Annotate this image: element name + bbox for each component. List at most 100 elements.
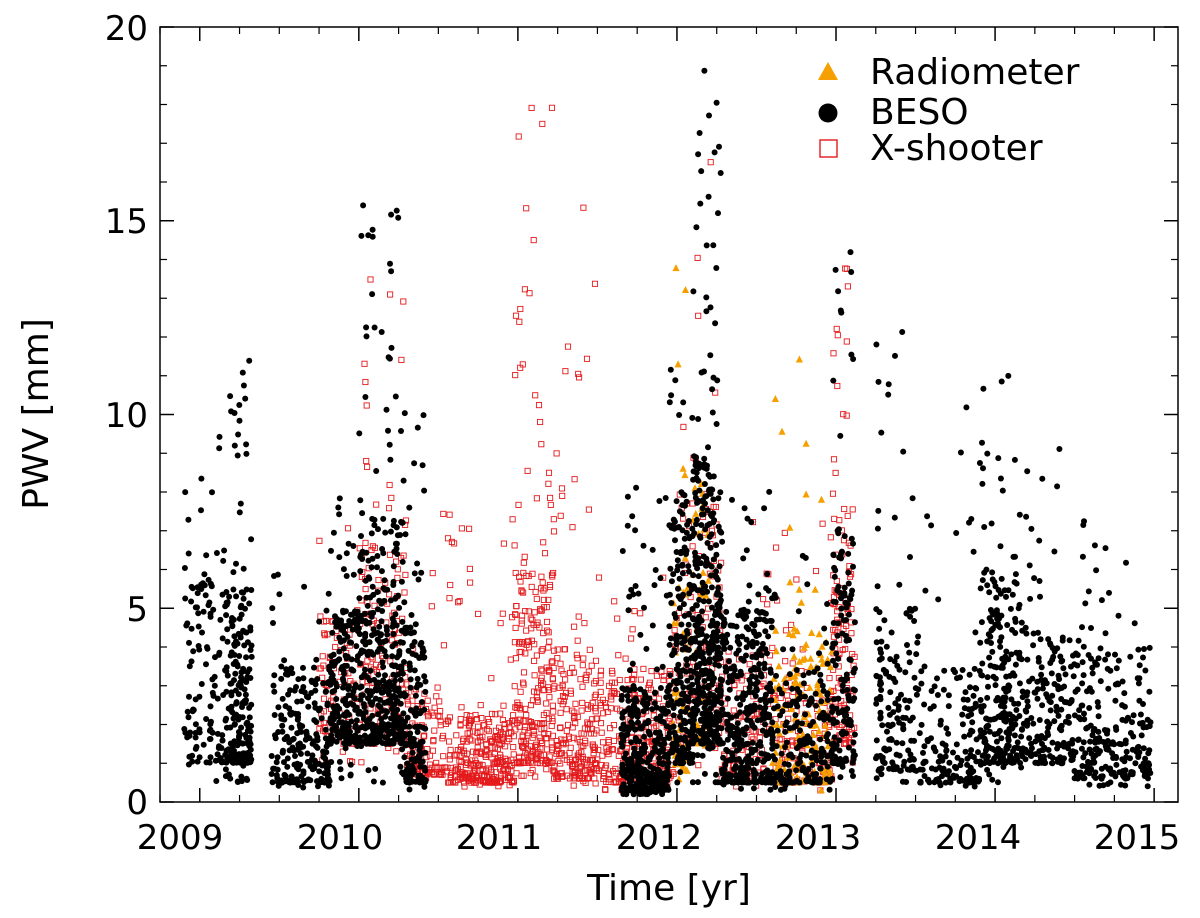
radiometer-point [817,495,826,503]
beso-point [666,623,673,630]
xshooter-point [465,773,472,780]
beso-point [769,719,776,726]
xshooter-point [492,711,499,718]
xshooter-point [470,728,477,735]
beso-point [407,773,414,779]
beso-point [661,740,668,747]
beso-point [698,667,705,674]
beso-point [389,643,396,650]
beso-point [717,170,724,176]
xshooter-point [545,480,552,487]
beso-point [199,629,205,636]
beso-point [714,377,721,384]
beso-point [402,742,409,749]
xshooter-point [607,725,614,732]
beso-point [342,745,349,752]
beso-point [334,703,341,709]
beso-point [270,682,277,689]
xshooter-point [562,676,569,683]
xshooter-point [528,583,535,590]
beso-point [713,542,720,549]
radiometer-point [796,680,804,688]
beso-point [656,498,663,504]
xshooter-point [485,728,492,735]
beso-point [635,719,641,726]
beso-point [719,766,725,773]
xshooter-point [592,657,600,664]
beso-point [709,637,716,644]
xshooter-point [517,688,524,695]
beso-point [767,697,773,704]
xshooter-point [475,723,482,730]
beso-point [235,716,242,723]
beso-point [399,558,406,565]
beso-point [311,717,318,724]
beso-point [328,759,335,765]
radiometer-point [821,770,829,778]
beso-point [800,680,807,687]
beso-point [618,740,625,747]
xshooter-point [606,771,613,778]
beso-point [789,646,796,653]
beso-point [300,784,307,791]
beso-point [421,654,428,661]
beso-point [298,773,305,780]
beso-point [380,515,387,522]
xshooter-point [844,512,851,519]
beso-point [649,786,656,793]
beso-point [405,647,412,654]
xshooter-point [597,720,605,727]
beso-point [312,687,319,694]
beso-point [228,408,235,415]
xshooter-point [386,481,393,489]
beso-point [217,616,224,623]
xshooter-point [782,658,789,665]
beso-point [379,659,386,666]
xshooter-point [475,610,482,617]
radiometer-point [699,568,707,576]
xshooter-point [550,528,558,535]
beso-point [642,784,649,790]
beso-point [710,556,717,563]
xshooter-point [523,627,530,634]
beso-point [227,775,234,782]
beso-point [270,620,276,626]
xshooter-point [505,775,512,782]
beso-point [207,754,214,761]
xshooter-point [738,677,745,684]
beso-point [762,691,769,698]
xshooter-point [712,503,719,511]
beso-point [624,493,631,500]
beso-point [288,724,295,731]
beso-point [724,695,731,702]
beso-point [286,739,293,746]
xshooter-point [507,656,514,663]
xshooter-point [488,744,495,751]
beso-point [327,681,334,688]
beso-point [699,626,705,633]
xshooter-point [587,764,594,771]
beso-point [401,723,408,730]
beso-point [745,753,752,760]
beso-point [640,542,647,549]
beso-point [311,664,317,671]
beso-point [631,745,638,752]
beso-point [748,757,755,764]
beso-point [388,211,395,218]
xshooter-point [830,350,837,357]
beso-point [186,663,193,670]
beso-point [620,721,627,728]
beso-point [271,712,278,718]
beso-point [709,644,715,651]
xshooter-point [605,739,612,746]
beso-point [406,786,413,793]
beso-point [192,734,199,741]
xshooter-point [628,635,635,642]
beso-point [684,705,691,712]
beso-point [390,631,397,637]
beso-point [379,546,386,552]
beso-point [313,656,320,663]
beso-point [743,652,749,659]
beso-point [663,782,670,789]
beso-point [242,691,249,698]
